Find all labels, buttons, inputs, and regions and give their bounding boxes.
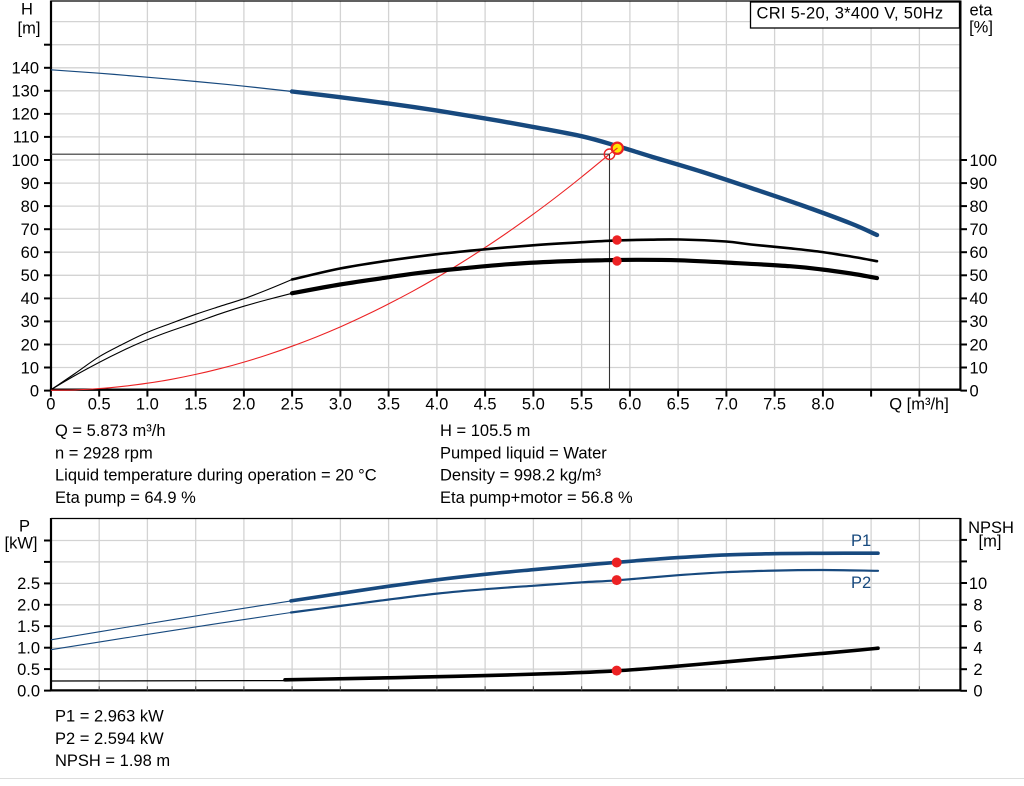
svg-text:1.0: 1.0 bbox=[17, 640, 40, 658]
svg-text:CRI 5-20, 3*400 V, 50Hz: CRI 5-20, 3*400 V, 50Hz bbox=[757, 5, 944, 23]
svg-text:P: P bbox=[19, 518, 30, 536]
svg-text:Density = 998.2 kg/m³: Density = 998.2 kg/m³ bbox=[440, 467, 601, 485]
svg-text:[kW]: [kW] bbox=[5, 535, 38, 553]
svg-text:4: 4 bbox=[973, 640, 982, 658]
svg-text:[m]: [m] bbox=[18, 20, 41, 38]
svg-text:4.0: 4.0 bbox=[425, 396, 448, 414]
svg-text:P1: P1 bbox=[851, 532, 871, 550]
svg-text:[m]: [m] bbox=[979, 533, 1002, 551]
svg-text:110: 110 bbox=[13, 129, 39, 147]
svg-text:120: 120 bbox=[11, 106, 39, 124]
svg-text:0: 0 bbox=[973, 683, 982, 701]
svg-text:eta: eta bbox=[970, 2, 994, 20]
svg-text:2.0: 2.0 bbox=[232, 396, 255, 414]
svg-text:50: 50 bbox=[21, 267, 39, 285]
svg-text:P2 = 2.594 kW: P2 = 2.594 kW bbox=[55, 730, 164, 748]
svg-text:30: 30 bbox=[970, 313, 988, 331]
svg-text:10: 10 bbox=[969, 575, 987, 593]
svg-text:7.0: 7.0 bbox=[715, 396, 738, 414]
svg-text:Q [m³/h]: Q [m³/h] bbox=[889, 396, 949, 414]
svg-text:Q = 5.873 m³/h: Q = 5.873 m³/h bbox=[55, 422, 166, 440]
svg-text:3.5: 3.5 bbox=[377, 396, 400, 414]
svg-text:n = 2928 rpm: n = 2928 rpm bbox=[55, 444, 153, 462]
svg-text:Eta pump = 64.9 %: Eta pump = 64.9 % bbox=[55, 489, 196, 507]
svg-text:40: 40 bbox=[21, 290, 39, 308]
svg-text:[%]: [%] bbox=[969, 19, 993, 37]
svg-text:0.5: 0.5 bbox=[17, 661, 40, 679]
svg-text:90: 90 bbox=[21, 175, 39, 193]
svg-text:Eta pump+motor = 56.8 %: Eta pump+motor = 56.8 % bbox=[440, 489, 633, 507]
svg-text:6.5: 6.5 bbox=[667, 396, 690, 414]
svg-text:0.5: 0.5 bbox=[88, 396, 111, 414]
svg-text:20: 20 bbox=[970, 336, 988, 354]
svg-text:Pumped liquid = Water: Pumped liquid = Water bbox=[440, 444, 607, 462]
svg-text:100: 100 bbox=[11, 152, 39, 170]
svg-text:5.0: 5.0 bbox=[522, 396, 545, 414]
svg-text:50: 50 bbox=[970, 267, 988, 285]
svg-text:0: 0 bbox=[30, 382, 39, 400]
svg-text:1.5: 1.5 bbox=[184, 396, 207, 414]
svg-text:4.5: 4.5 bbox=[474, 396, 497, 414]
svg-text:6: 6 bbox=[973, 618, 982, 636]
svg-text:0: 0 bbox=[46, 396, 55, 414]
svg-text:P1 = 2.963 kW: P1 = 2.963 kW bbox=[55, 708, 164, 726]
svg-text:20: 20 bbox=[21, 336, 39, 354]
svg-text:0: 0 bbox=[970, 382, 979, 400]
svg-text:H = 105.5 m: H = 105.5 m bbox=[440, 422, 530, 440]
svg-text:70: 70 bbox=[970, 221, 988, 239]
svg-text:2.0: 2.0 bbox=[17, 597, 40, 615]
svg-text:130: 130 bbox=[11, 83, 39, 101]
svg-text:70: 70 bbox=[21, 221, 39, 239]
svg-text:6.0: 6.0 bbox=[618, 396, 641, 414]
svg-text:3.0: 3.0 bbox=[329, 396, 352, 414]
svg-text:30: 30 bbox=[21, 313, 39, 331]
svg-text:90: 90 bbox=[970, 175, 988, 193]
svg-text:P2: P2 bbox=[851, 574, 871, 592]
svg-text:10: 10 bbox=[21, 359, 39, 377]
svg-text:60: 60 bbox=[21, 244, 39, 262]
svg-text:2.5: 2.5 bbox=[281, 396, 304, 414]
svg-text:2.5: 2.5 bbox=[17, 575, 40, 593]
svg-text:80: 80 bbox=[970, 198, 988, 216]
svg-text:1.0: 1.0 bbox=[136, 396, 159, 414]
svg-text:1.5: 1.5 bbox=[17, 618, 40, 636]
svg-text:140: 140 bbox=[11, 60, 39, 78]
svg-text:Liquid temperature during oper: Liquid temperature during operation = 20… bbox=[55, 467, 377, 485]
svg-text:0.0: 0.0 bbox=[17, 682, 40, 700]
svg-text:10: 10 bbox=[970, 359, 988, 377]
svg-text:7.5: 7.5 bbox=[763, 396, 786, 414]
svg-text:8.0: 8.0 bbox=[811, 396, 834, 414]
svg-text:8: 8 bbox=[973, 596, 982, 614]
svg-text:NPSH = 1.98 m: NPSH = 1.98 m bbox=[55, 752, 170, 770]
svg-text:100: 100 bbox=[970, 152, 998, 170]
svg-text:80: 80 bbox=[21, 198, 39, 216]
svg-text:2: 2 bbox=[973, 661, 982, 679]
svg-text:40: 40 bbox=[970, 290, 988, 308]
svg-text:H: H bbox=[21, 1, 33, 19]
svg-text:NPSH: NPSH bbox=[968, 519, 1014, 537]
svg-text:5.5: 5.5 bbox=[570, 396, 593, 414]
svg-text:60: 60 bbox=[970, 244, 988, 262]
